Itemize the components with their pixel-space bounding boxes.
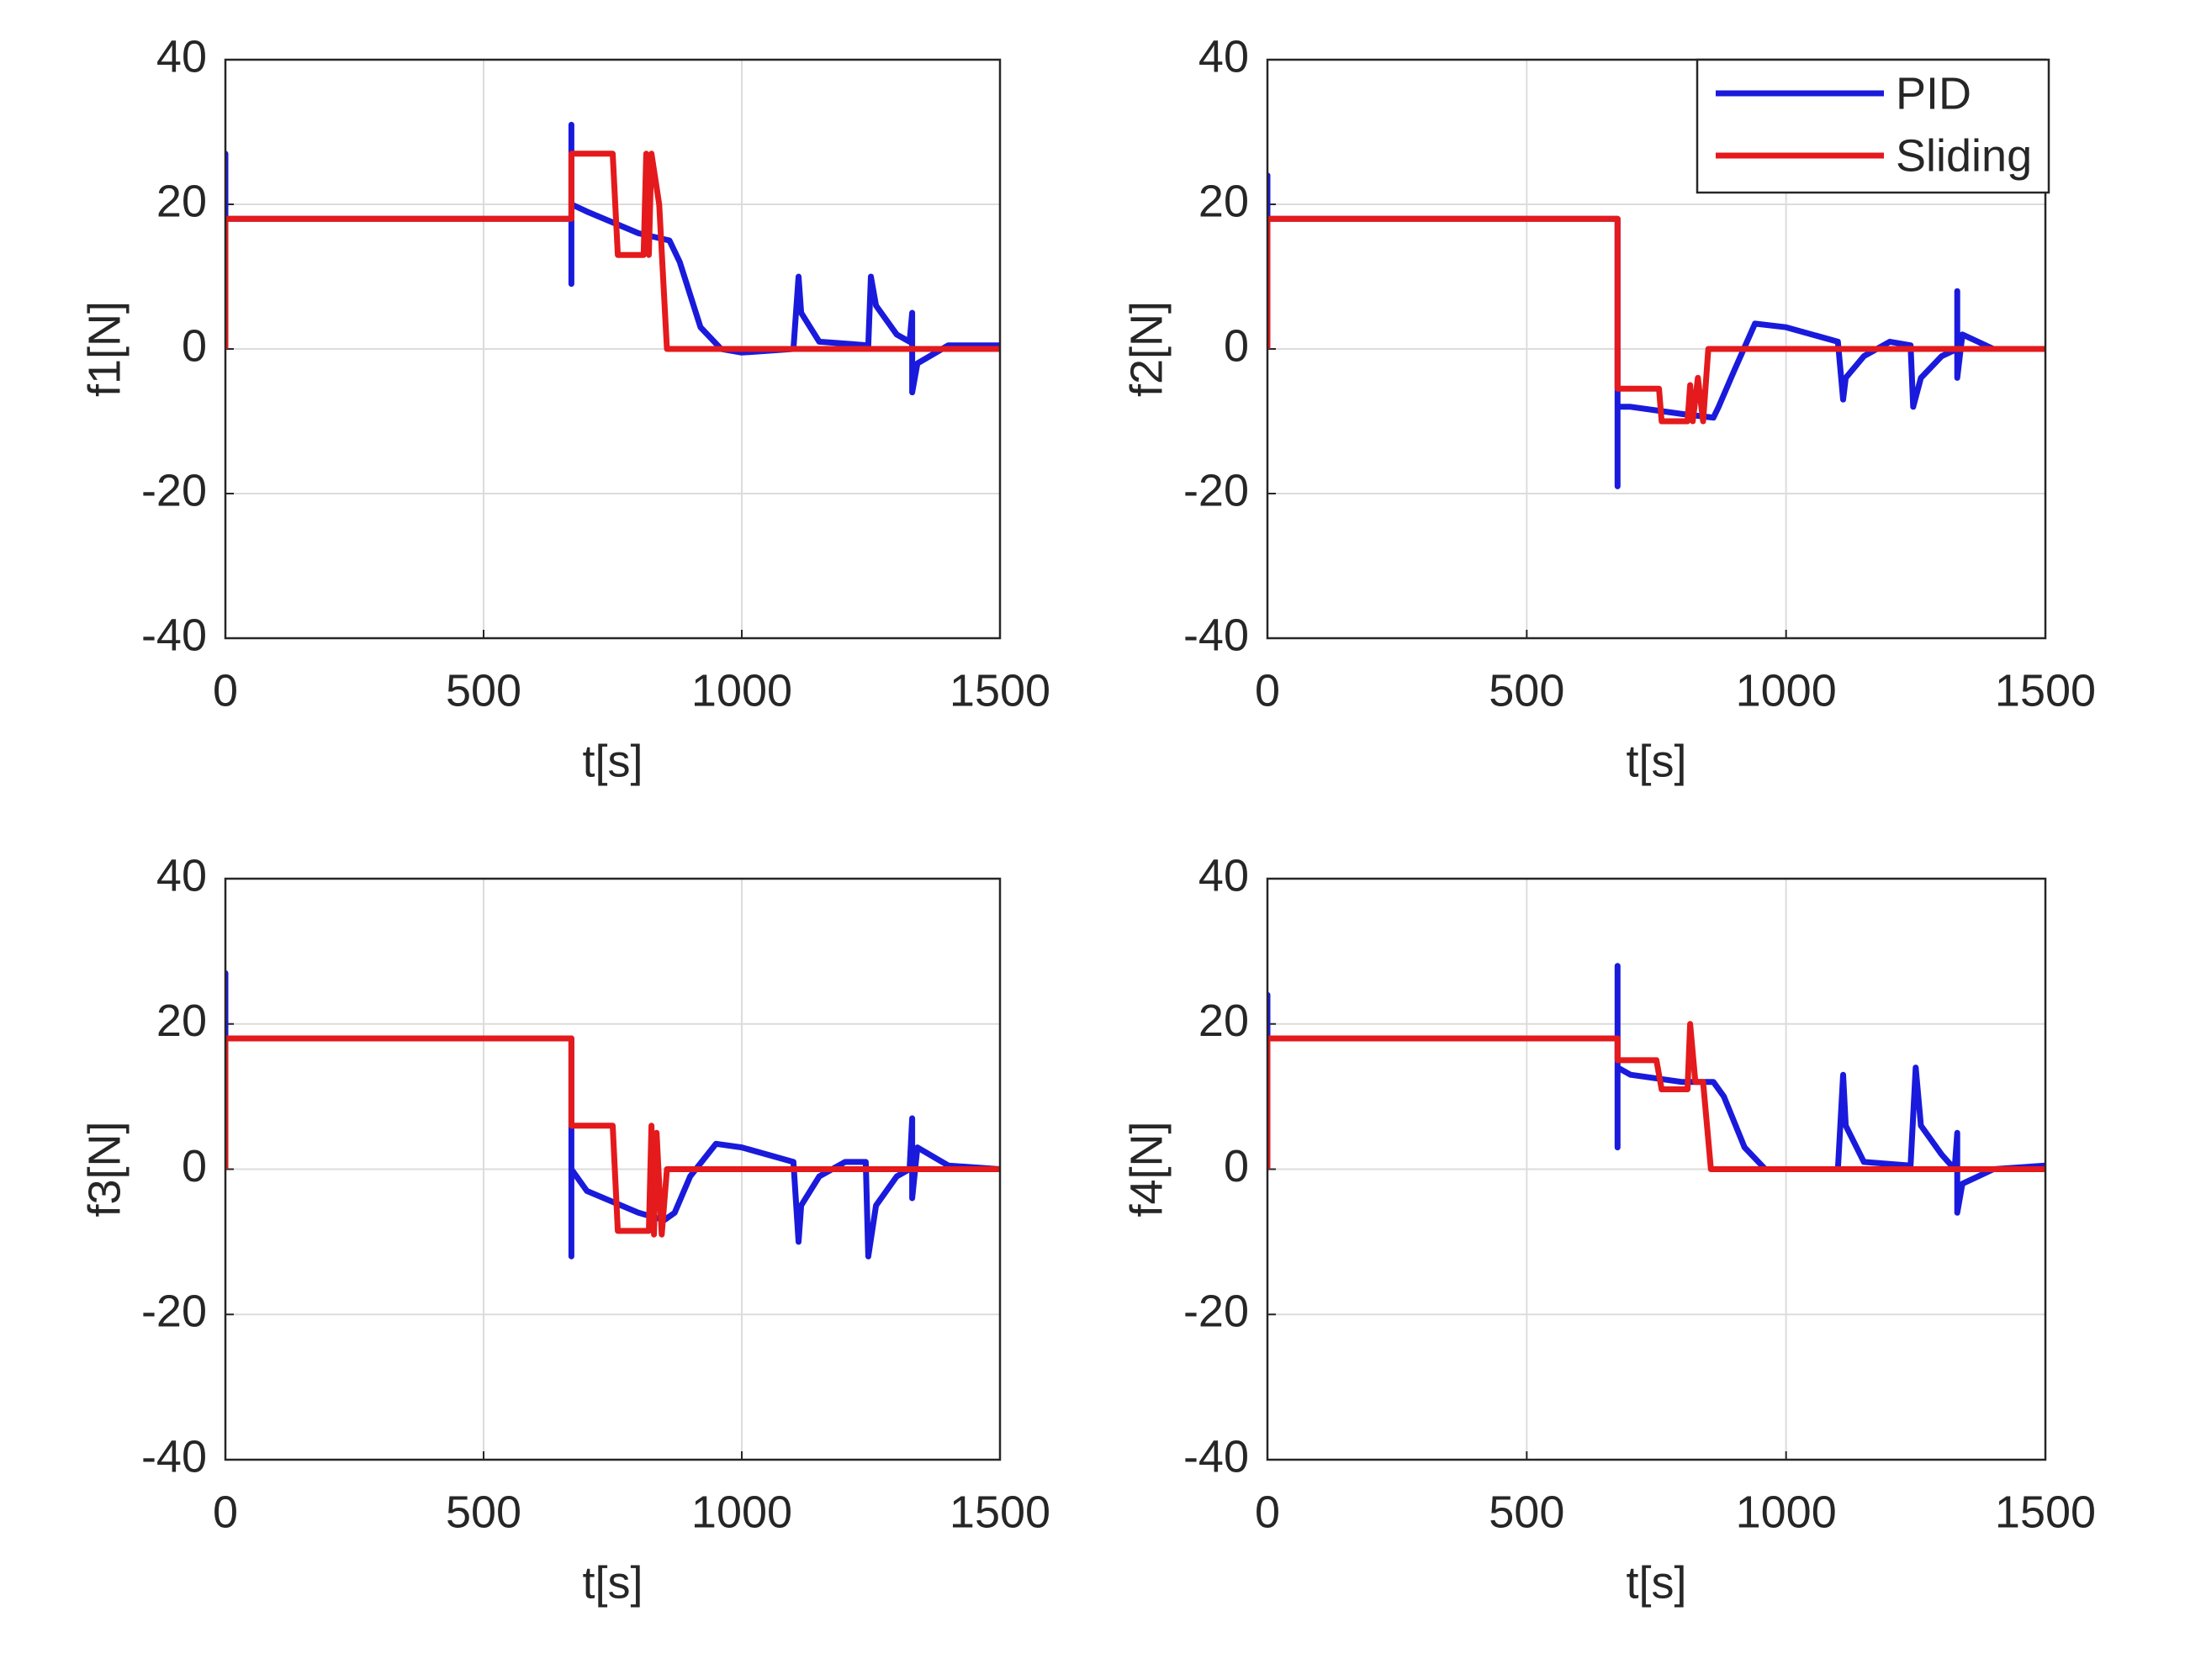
x-tick-label: 1500 [1995, 665, 2096, 716]
y-axis-label: f1[N] [79, 301, 130, 397]
legend-label: Sliding [1896, 130, 2032, 181]
y-tick-label: -40 [1183, 610, 1249, 660]
x-axis-label: t[s] [582, 1557, 643, 1608]
y-tick-label: 40 [1198, 850, 1249, 901]
y-tick-label: -20 [141, 1286, 207, 1337]
y-tick-label: 0 [182, 320, 207, 371]
x-tick-label: 1000 [1736, 1487, 1837, 1537]
series-line [1267, 215, 2045, 425]
y-tick-label: -20 [1183, 465, 1249, 515]
series-line [225, 969, 1000, 1260]
x-tick-label: 1500 [1995, 1487, 2096, 1537]
y-tick-label: 20 [1198, 176, 1249, 226]
x-tick-label: 500 [446, 1487, 521, 1537]
x-tick-label: 500 [1489, 665, 1564, 716]
subplot: 0 500 1000 1500 -40 -20 0 20 40 t[s] f1[N] [79, 31, 1050, 786]
x-tick-label: 0 [1255, 665, 1280, 716]
x-tick-label: 500 [446, 665, 521, 716]
subplot: 0 500 1000 1500 -40 -20 0 20 40 t[s] f2[N] PID Slidi… [1121, 31, 2096, 786]
y-tick-label: 0 [1224, 320, 1249, 371]
x-tick-label: 1500 [950, 1487, 1050, 1537]
x-axis-label: t[s] [1626, 736, 1686, 786]
series-line [225, 151, 1000, 352]
series-line [1267, 1021, 2045, 1172]
plot-frame [1266, 58, 2047, 640]
y-tick-label: 40 [156, 31, 207, 82]
legend-box [1696, 58, 2050, 194]
plot-frame [224, 877, 1002, 1461]
y-tick-label: -40 [141, 610, 207, 660]
x-tick-label: 1000 [1736, 665, 1837, 716]
plot-frame [224, 58, 1002, 640]
x-tick-label: 0 [213, 1487, 238, 1537]
x-axis-label: t[s] [1626, 1557, 1686, 1608]
y-tick-label: 20 [156, 176, 207, 226]
y-tick-label: 0 [182, 1141, 207, 1191]
y-axis-label: f4[N] [1121, 1121, 1172, 1217]
y-axis-label: f3[N] [79, 1121, 130, 1217]
legend-label: PID [1896, 68, 1971, 119]
x-tick-label: 500 [1489, 1487, 1564, 1537]
y-tick-label: 40 [156, 850, 207, 901]
plot-frame [1266, 877, 2047, 1461]
legend: PID Sliding [1696, 58, 2050, 194]
y-axis-label: f2[N] [1121, 301, 1172, 397]
subplot: 0 500 1000 1500 -40 -20 0 20 40 t[s] f4[N] [1121, 850, 2096, 1608]
x-tick-label: 0 [213, 665, 238, 716]
y-tick-label: 40 [1198, 31, 1249, 82]
x-tick-label: 1500 [950, 665, 1050, 716]
y-tick-label: -40 [1183, 1431, 1249, 1482]
y-tick-label: -40 [141, 1431, 207, 1482]
y-tick-label: 0 [1224, 1141, 1249, 1191]
y-tick-label: -20 [1183, 1286, 1249, 1337]
series-line [1267, 172, 2045, 489]
x-axis-label: t[s] [582, 736, 643, 786]
series-line [225, 1035, 1000, 1238]
x-tick-label: 1000 [691, 1487, 792, 1537]
subplot: 0 500 1000 1500 -40 -20 0 20 40 t[s] f3[N] [79, 850, 1050, 1608]
y-tick-label: -20 [141, 465, 207, 515]
y-tick-label: 20 [156, 996, 207, 1046]
x-tick-label: 0 [1255, 1487, 1280, 1537]
x-tick-label: 1000 [691, 665, 792, 716]
y-tick-label: 20 [1198, 996, 1249, 1046]
